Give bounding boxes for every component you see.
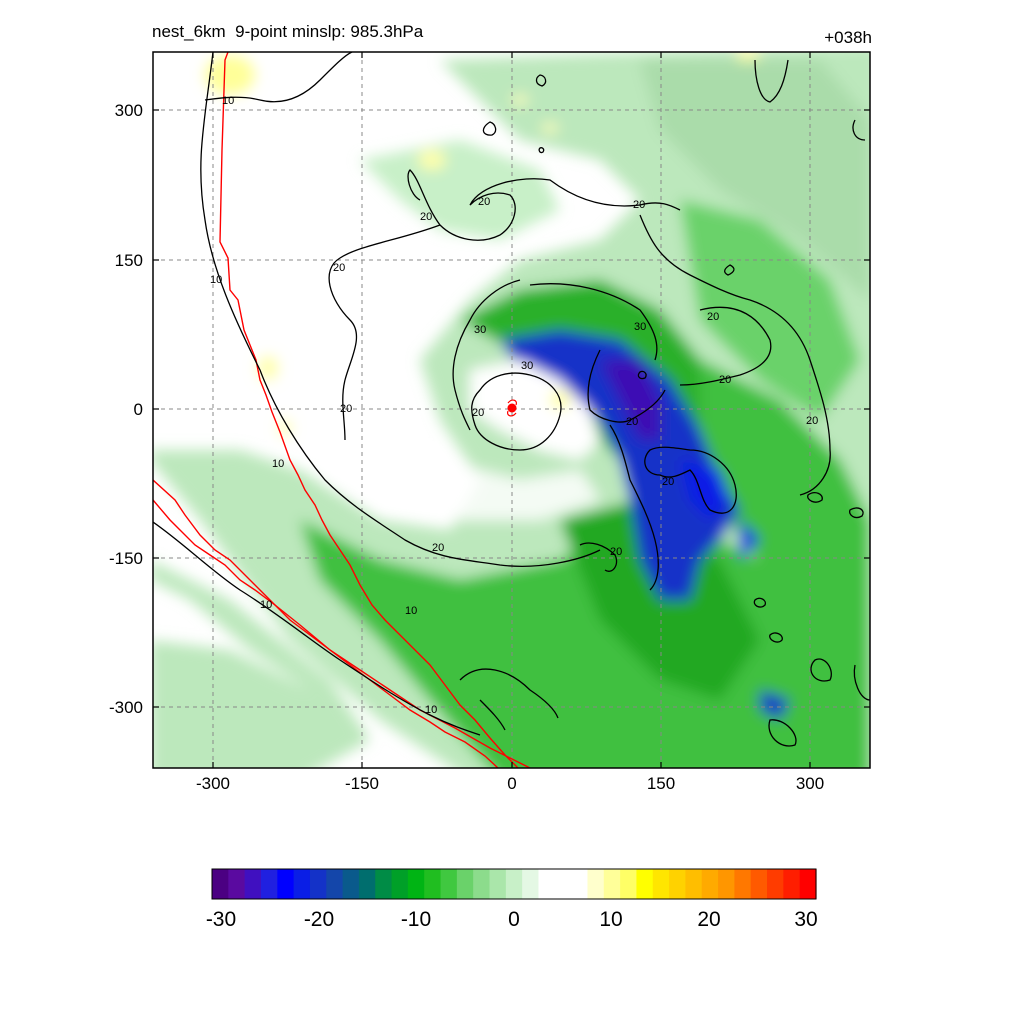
colorbar-swatch (309, 869, 327, 899)
colorbar-swatch (212, 869, 229, 899)
contour-label: 20 (472, 407, 484, 419)
colorbar-swatch (571, 869, 589, 899)
colorbar-swatch (669, 869, 686, 899)
colorbar-swatch (424, 869, 442, 899)
colorbar-label: -10 (401, 908, 431, 931)
colorbar-frame (211, 868, 817, 900)
colorbar-swatch (734, 869, 752, 899)
contour-label: 10 (425, 704, 437, 716)
contour-label: 30 (521, 360, 533, 372)
colorbar (212, 869, 817, 899)
colorbar-label: 20 (697, 908, 720, 931)
colorbar-swatch (718, 869, 735, 899)
x-tick-label: 150 (647, 774, 675, 793)
contour-label: 20 (432, 542, 444, 554)
colorbar-swatch (636, 869, 654, 899)
colorbar-swatch (620, 869, 638, 899)
colorbar-label: -30 (206, 908, 236, 931)
colorbar-swatch (277, 869, 295, 899)
colorbar-swatch (652, 869, 670, 899)
colorbar-swatch (375, 869, 393, 899)
colorbar-swatch (783, 869, 801, 899)
x-tick-labels: -300 -150 0 150 300 (196, 774, 824, 793)
y-tick-label: 0 (134, 400, 143, 419)
axis-ticks (153, 52, 870, 768)
contour-label: 10 (272, 458, 284, 470)
colorbar-label: 30 (794, 908, 817, 931)
colorbar-swatch (587, 869, 605, 899)
y-tick-label: -300 (109, 698, 143, 717)
contour-label: 20 (420, 211, 432, 223)
contour-label: 20 (707, 311, 719, 323)
y-tick-label: 300 (115, 101, 143, 120)
colorbar-swatch (767, 869, 784, 899)
map-title: nest_6km 9-point minslp: 985.3hPa (152, 22, 424, 41)
contour-lines (153, 52, 870, 747)
colorbar-label: -20 (304, 908, 334, 931)
y-tick-label: -150 (109, 549, 143, 568)
contour-label: 20 (719, 374, 731, 386)
colorbar-swatch (326, 869, 344, 899)
colorbar-swatch (554, 869, 572, 899)
colorbar-labels: -30 -20 -10 0 10 20 30 (206, 908, 818, 931)
colorbar-swatch (342, 869, 360, 899)
colorbar-swatch (522, 869, 540, 899)
contour-label: 20 (333, 262, 345, 274)
x-tick-label: -150 (345, 774, 379, 793)
y-tick-label: 150 (115, 251, 143, 270)
x-tick-label: -300 (196, 774, 230, 793)
forecast-hour-label: +038h (824, 28, 872, 47)
contour-label: 20 (806, 415, 818, 427)
colorbar-label: 0 (508, 908, 520, 931)
colorbar-swatch (358, 869, 376, 899)
colorbar-swatch (440, 869, 458, 899)
colorbar-swatch (489, 869, 507, 899)
colorbar-swatch (685, 869, 703, 899)
x-tick-label: 300 (796, 774, 824, 793)
colorbar-swatch (260, 869, 278, 899)
contour-label: 10 (405, 605, 417, 617)
colorbar-swatch (505, 869, 523, 899)
contour-label: 20 (633, 199, 645, 211)
colorbar-label: 10 (599, 908, 622, 931)
colorbar-swatch (456, 869, 474, 899)
colorbar-swatch (391, 869, 409, 899)
contour-label: 10 (210, 274, 222, 286)
y-tick-labels: 300 150 0 -150 -300 (109, 101, 143, 717)
colorbar-swatch (701, 869, 719, 899)
colorbar-swatch (228, 869, 246, 899)
colorbar-swatch (538, 869, 556, 899)
contour-label: 20 (662, 476, 674, 488)
contour-label: 20 (626, 416, 638, 428)
colorbar-swatch (473, 869, 491, 899)
storm-center-icon (507, 399, 517, 417)
colorbar-swatch (750, 869, 768, 899)
contour-label: 30 (634, 321, 646, 333)
colorbar-swatch (244, 869, 262, 899)
colorbar-swatch (603, 869, 621, 899)
colorbar-swatch (293, 869, 311, 899)
contour-label: 10 (222, 95, 234, 107)
contour-labels: 10 10 10 10 10 10 20 20 20 20 20 20 20 2… (210, 95, 818, 716)
shaded-field (153, 52, 870, 768)
contour-label: 10 (260, 599, 272, 611)
colorbar-swatch (799, 869, 817, 899)
contour-label: 30 (474, 324, 486, 336)
contour-label: 20 (610, 546, 622, 558)
contour-label: 20 (340, 403, 352, 415)
x-tick-label: 0 (507, 774, 516, 793)
contour-label: 20 (478, 196, 490, 208)
colorbar-swatch (407, 869, 425, 899)
